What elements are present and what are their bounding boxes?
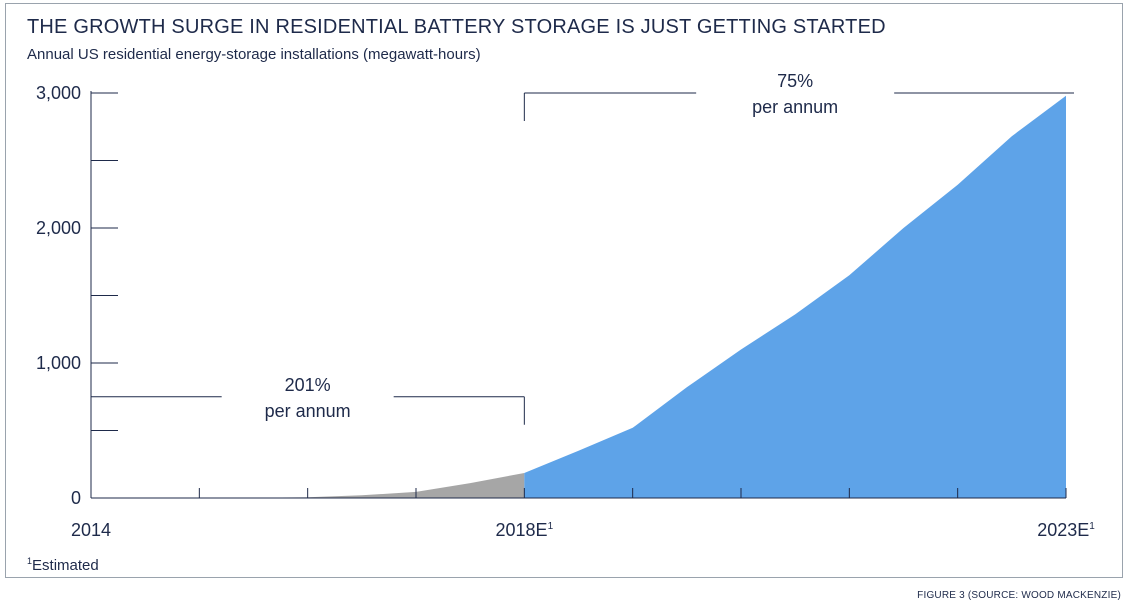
y-tick-label: 2,000	[36, 218, 81, 238]
annotation-label: per annum	[265, 401, 351, 421]
y-tick-label: 3,000	[36, 83, 81, 103]
x-tick-label-footnote-marker: 1	[1089, 521, 1095, 532]
footnote-marker: 1	[27, 556, 33, 566]
y-tick-label: 1,000	[36, 353, 81, 373]
chart-frame	[5, 3, 1123, 578]
footnote: 1Estimated	[27, 556, 99, 574]
footnote-text: Estimated	[32, 557, 99, 574]
chart-title: THE GROWTH SURGE IN RESIDENTIAL BATTERY …	[27, 16, 886, 38]
y-tick-label: 0	[71, 488, 81, 508]
area-chart: 0 1,000 2,000 3,000 2014 2018E1 2023E1 201% per …	[36, 71, 1095, 540]
x-tick-label: 2018E1	[496, 520, 554, 540]
x-tick-label: 2023E1	[1037, 520, 1095, 540]
source-note: FIGURE 3 (SOURCE: WOOD MACKENZIE)	[917, 590, 1121, 601]
annotation-rate: 201%	[285, 375, 331, 395]
annotation-rate: 75%	[777, 71, 813, 91]
area-series-estimated	[524, 95, 1066, 498]
x-tick-label: 2014	[71, 520, 111, 540]
annotation-label: per annum	[752, 97, 838, 117]
x-tick-label-footnote-marker: 1	[548, 521, 554, 532]
chart-subtitle: Annual US residential energy-storage ins…	[27, 46, 481, 63]
area-series-historical	[91, 473, 525, 498]
